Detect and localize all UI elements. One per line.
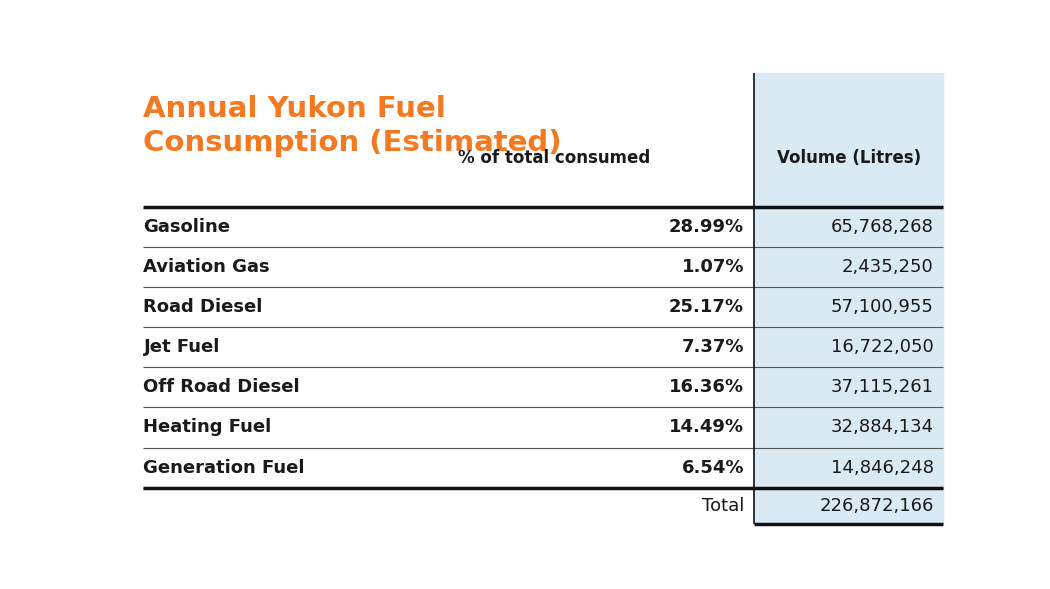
Bar [754, 73, 943, 524]
Text: 57,100,955: 57,100,955 [831, 298, 933, 316]
Text: Annual Yukon Fuel
Consumption (Estimated): Annual Yukon Fuel Consumption (Estimated… [144, 95, 562, 157]
Text: Total: Total [701, 497, 744, 515]
Text: % of total consumed: % of total consumed [458, 149, 651, 167]
Text: 6.54%: 6.54% [681, 459, 744, 477]
Text: Gasoline: Gasoline [144, 218, 230, 236]
Text: 32,884,134: 32,884,134 [831, 419, 933, 436]
Text: 65,768,268: 65,768,268 [831, 218, 933, 236]
Text: 2,435,250: 2,435,250 [842, 258, 933, 276]
Text: 14,846,248: 14,846,248 [831, 459, 933, 477]
Text: Road Diesel: Road Diesel [144, 298, 262, 316]
Text: 28.99%: 28.99% [669, 218, 744, 236]
Text: 226,872,166: 226,872,166 [819, 497, 933, 515]
Text: 7.37%: 7.37% [681, 338, 744, 356]
Text: 37,115,261: 37,115,261 [831, 378, 933, 396]
Text: 25.17%: 25.17% [669, 298, 744, 316]
Text: Generation Fuel: Generation Fuel [144, 459, 304, 477]
Text: 14.49%: 14.49% [669, 419, 744, 436]
Text: Volume (Litres): Volume (Litres) [777, 149, 921, 167]
Text: Heating Fuel: Heating Fuel [144, 419, 272, 436]
Text: Aviation Gas: Aviation Gas [144, 258, 270, 276]
Text: 16,722,050: 16,722,050 [831, 338, 933, 356]
Text: 16.36%: 16.36% [669, 378, 744, 396]
Text: 1.07%: 1.07% [681, 258, 744, 276]
Text: Off Road Diesel: Off Road Diesel [144, 378, 300, 396]
Text: Jet Fuel: Jet Fuel [144, 338, 219, 356]
